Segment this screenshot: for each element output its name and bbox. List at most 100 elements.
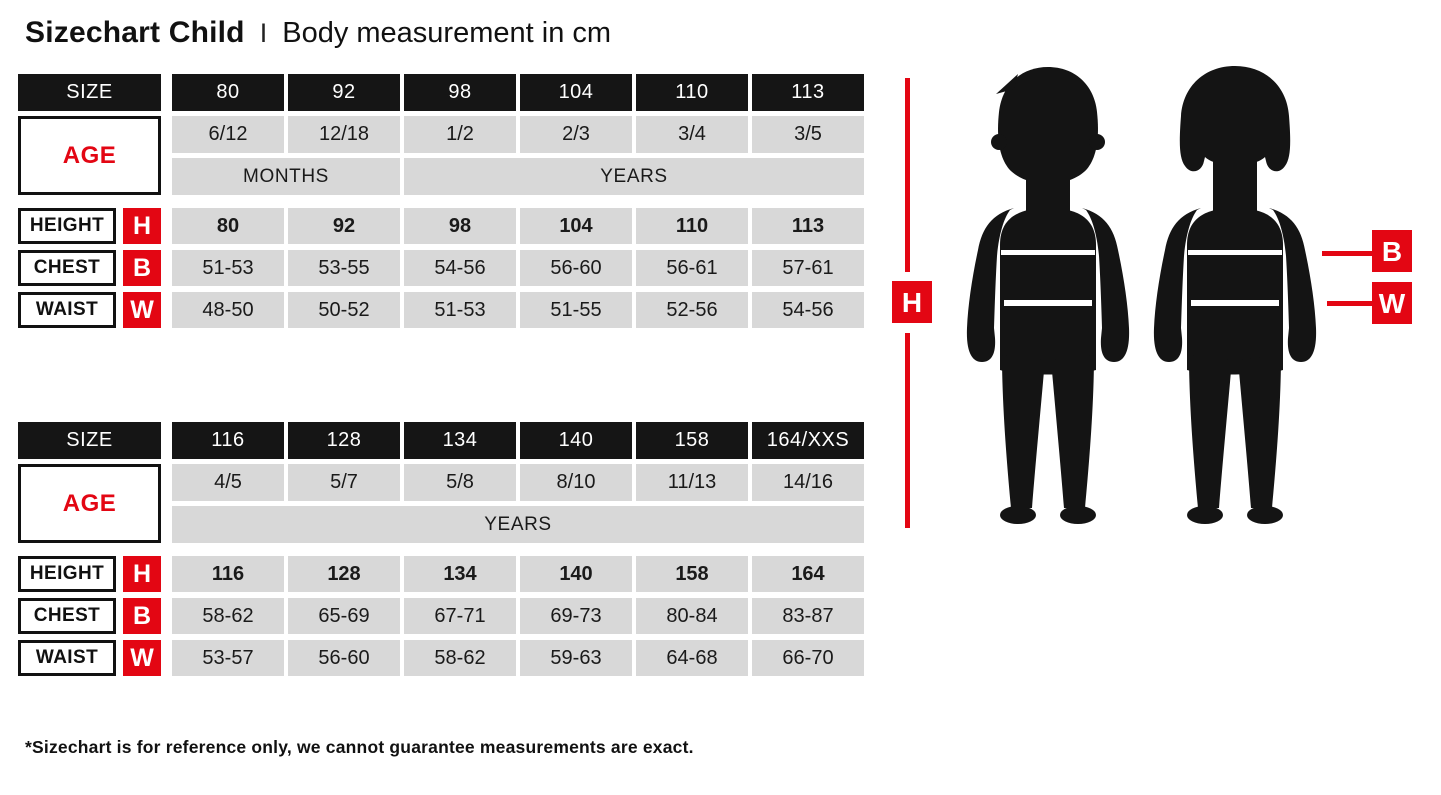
age-value-cell: 1/2: [404, 116, 516, 153]
title-separator: I: [259, 17, 268, 48]
chest-row-label: CHEST B: [18, 250, 161, 286]
height-value-cell: 92: [288, 208, 400, 244]
waist-row-label: WAIST W: [18, 640, 161, 676]
chest-value-cell: 80-84: [636, 598, 748, 634]
waist-label: WAIST: [18, 640, 116, 676]
size-value-cell: 80: [172, 74, 284, 111]
size-value-cell: 92: [288, 74, 400, 111]
waist-indicator: W: [1327, 282, 1412, 324]
age-value-cell: 3/5: [752, 116, 864, 153]
waist-value-cell: 52-56: [636, 292, 748, 328]
age-unit-months: MONTHS: [172, 158, 400, 195]
waist-value-cell: 64-68: [636, 640, 748, 676]
waist-value-cell: 66-70: [752, 640, 864, 676]
height-value-cell: 128: [288, 556, 400, 592]
size-value-cell: 134: [404, 422, 516, 459]
waist-value-cell: 56-60: [288, 640, 400, 676]
waist-pointer-line: [1327, 301, 1372, 306]
size-row-label: SIZE: [18, 422, 161, 459]
age-value-cell: 3/4: [636, 116, 748, 153]
waist-value-cell: 58-62: [404, 640, 516, 676]
chest-value-cell: 58-62: [172, 598, 284, 634]
size-value-cell: 116: [172, 422, 284, 459]
girl-head-hair: [1179, 66, 1291, 172]
chest-badge-letter: B: [1382, 236, 1402, 267]
age-row-label: AGE: [18, 116, 161, 195]
footnote: *Sizechart is for reference only, we can…: [25, 737, 694, 757]
chest-value-cell: 51-53: [172, 250, 284, 286]
size-age-grid: SIZE 80 92 98 104 110 113 AGE 6/12 12/18…: [18, 74, 864, 195]
waist-code-badge: W: [123, 640, 161, 676]
age-value-cell: 14/16: [752, 464, 864, 501]
size-table-large: SIZE 116 128 134 140 158 164/XXS AGE 4/5…: [18, 422, 864, 676]
height-value-cell: 104: [520, 208, 632, 244]
age-value-cell: 5/7: [288, 464, 400, 501]
chest-value-cell: 56-61: [636, 250, 748, 286]
height-line-top: [905, 78, 910, 272]
age-value-cell: 4/5: [172, 464, 284, 501]
chest-value-cell: 57-61: [752, 250, 864, 286]
chest-code-badge: B: [123, 250, 161, 286]
page-header: Sizechart Child I Body measurement in cm: [25, 16, 611, 50]
girl-chest-line: [1188, 250, 1282, 255]
waist-value-cell: 54-56: [752, 292, 864, 328]
height-value-cell: 116: [172, 556, 284, 592]
waist-value-cell: 51-53: [404, 292, 516, 328]
height-value-cell: 158: [636, 556, 748, 592]
age-value-cell: 6/12: [172, 116, 284, 153]
height-value-cell: 80: [172, 208, 284, 244]
age-row-label: AGE: [18, 464, 161, 543]
size-value-cell: 128: [288, 422, 400, 459]
waist-value-cell: 59-63: [520, 640, 632, 676]
age-unit-years: YEARS: [172, 506, 864, 543]
chest-indicator: B: [1322, 230, 1412, 272]
size-value-cell: 158: [636, 422, 748, 459]
waist-label: WAIST: [18, 292, 116, 328]
chest-row-label: CHEST B: [18, 598, 161, 634]
height-code-badge: H: [123, 556, 161, 592]
size-value-cell: 98: [404, 74, 516, 111]
chest-value-cell: 83-87: [752, 598, 864, 634]
height-value-cell: 140: [520, 556, 632, 592]
chest-value-cell: 54-56: [404, 250, 516, 286]
boy-left-ear: [991, 134, 1007, 150]
measurement-grid: HEIGHT H 116 128 134 140 158 164 CHEST B…: [18, 556, 864, 676]
size-value-cell: 140: [520, 422, 632, 459]
waist-value-cell: 50-52: [288, 292, 400, 328]
size-value-cell: 104: [520, 74, 632, 111]
girl-figure: [1153, 66, 1317, 524]
size-value-cell: 113: [752, 74, 864, 111]
boy-head: [998, 67, 1098, 184]
height-code-badge: H: [123, 208, 161, 244]
page-title: Sizechart Child: [25, 16, 245, 49]
page-subtitle: Body measurement in cm: [282, 16, 612, 49]
age-unit-years: YEARS: [404, 158, 864, 195]
height-line-bottom: [905, 333, 910, 528]
chest-badge: [1372, 230, 1412, 272]
height-label: HEIGHT: [18, 208, 116, 244]
chest-label: CHEST: [18, 598, 116, 634]
age-value-cell: 2/3: [520, 116, 632, 153]
height-value-cell: 110: [636, 208, 748, 244]
measurement-grid: HEIGHT H 80 92 98 104 110 113 CHEST B 51…: [18, 208, 864, 328]
size-row-label: SIZE: [18, 74, 161, 111]
waist-value-cell: 51-55: [520, 292, 632, 328]
waist-row-label: WAIST W: [18, 292, 161, 328]
chest-value-cell: 67-71: [404, 598, 516, 634]
boy-waist-line: [1004, 300, 1092, 306]
boy-figure: [966, 67, 1130, 524]
girl-waist-line: [1191, 300, 1279, 306]
size-value-cell: 110: [636, 74, 748, 111]
waist-badge-letter: W: [1379, 288, 1406, 319]
age-value-cell: 8/10: [520, 464, 632, 501]
chest-code-badge: B: [123, 598, 161, 634]
waist-value-cell: 48-50: [172, 292, 284, 328]
boy-right-ear: [1089, 134, 1105, 150]
chest-value-cell: 65-69: [288, 598, 400, 634]
size-age-grid: SIZE 116 128 134 140 158 164/XXS AGE 4/5…: [18, 422, 864, 543]
height-badge: [892, 281, 932, 323]
height-row-label: HEIGHT H: [18, 556, 161, 592]
age-value-cell: 5/8: [404, 464, 516, 501]
waist-badge: [1372, 282, 1412, 324]
chest-label: CHEST: [18, 250, 116, 286]
